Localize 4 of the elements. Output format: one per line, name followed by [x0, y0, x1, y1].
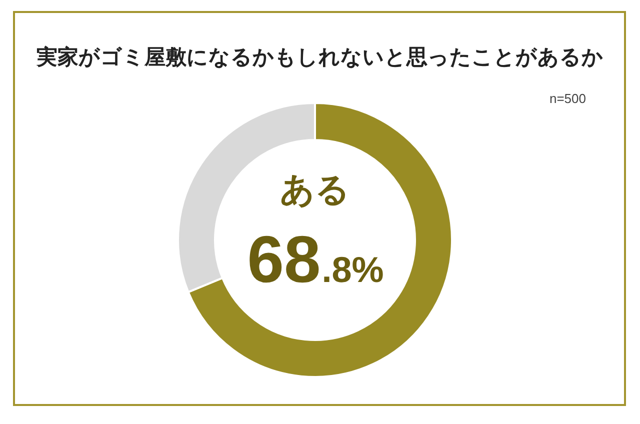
- data-label: 68.8%: [247, 222, 384, 296]
- slice-label: ある: [280, 171, 350, 209]
- text: n=500: [549, 91, 586, 106]
- chart-title: 実家がゴミ屋敷になるかもしれないと思ったことがあるか: [36, 44, 604, 71]
